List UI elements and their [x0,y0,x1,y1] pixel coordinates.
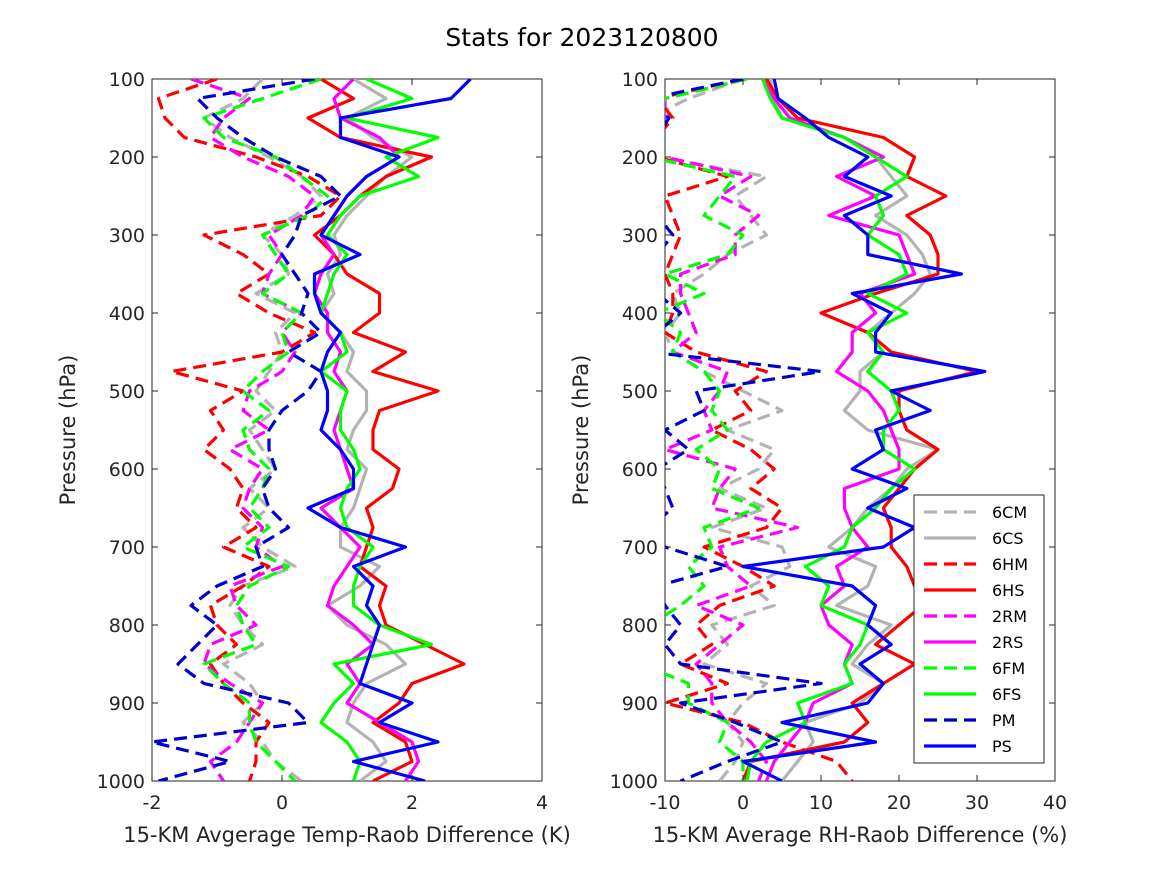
rh-series-PS [741,79,987,781]
rh-ytick-label: 1000 [610,771,658,793]
temp-ytick-label: 100 [109,69,145,91]
temp-series-PM [152,79,343,781]
rh-xtick-label: 40 [1043,792,1067,814]
rh-series-PM [665,79,823,781]
rh-xtick-label: 10 [809,792,833,814]
temp-ytick-label: 300 [109,225,145,247]
rh-series-6FM [665,79,761,781]
temp-yaxis-label: Pressure (hPa) [56,355,80,506]
rh-ytick-label: 900 [622,693,658,715]
rh-ytick-label: 800 [622,615,658,637]
legend-label-6HM: 6HM [992,555,1028,574]
rh-series-6CS [768,79,940,781]
legend-label-6FM: 6FM [992,659,1025,678]
rh-xtick-label: 20 [887,792,911,814]
rh-ytick-label: 500 [622,381,658,403]
temp-series-6CM [202,79,323,781]
legend-label-2RS: 2RS [992,633,1023,652]
temp-xaxis-label: 15-KM Avgerage Temp-Raob Difference (K) [123,823,571,847]
rh-ytick-label: 400 [622,303,658,325]
rh-series-2RM [665,79,800,781]
legend-label-6HS: 6HS [992,581,1024,600]
rh-xtick-label: 0 [737,792,749,814]
temp-series-6FM [202,79,330,781]
temp-ytick-label: 600 [109,459,145,481]
temp-ytick-label: 200 [109,147,145,169]
rh-ytick-label: 100 [622,69,658,91]
figure-title: Stats for 2023120800 [445,23,718,52]
temp-series-6FS [319,79,440,781]
rh-ytick-label: 200 [622,147,658,169]
rh-xtick-label: 30 [965,792,989,814]
legend-label-6CM: 6CM [992,503,1027,522]
rh-ytick-label: 600 [622,459,658,481]
legend: 6CM 6CS 6HM 6HS 2RM 2RS 6FM 6FS PM PS [913,494,1045,764]
temp-xtick-label: 0 [276,792,288,814]
temp-ytick-label: 900 [109,693,145,715]
temp-xtick-label: 4 [536,792,548,814]
legend-label-PS: PS [992,737,1012,756]
rh-series-6FS [745,79,917,781]
temp-ytick-label: 500 [109,381,145,403]
rh-yaxis-label: Pressure (hPa) [569,355,593,506]
rh-xaxis-label: 15-KM Average RH-Raob Difference (%) [653,823,1068,847]
rh-ytick-label: 700 [622,537,658,559]
temperature-subplot: -2 0 2 4 100 200 300 400 500 600 700 800 900 1000 15-K… [56,69,571,847]
legend-box [913,494,1045,764]
legend-label-6CS: 6CS [992,529,1024,548]
temp-ytick-label: 400 [109,303,145,325]
legend-label-6FS: 6FS [992,685,1021,704]
temp-xtick-label: -2 [143,792,162,814]
temp-ytick-label: 800 [109,615,145,637]
temp-ytick-label: 1000 [97,771,145,793]
rh-ytick-label: 300 [622,225,658,247]
temp-series-PS [306,79,472,781]
temp-series-6CS [319,79,414,781]
legend-label-PM: PM [992,711,1015,730]
legend-label-2RM: 2RM [992,607,1027,626]
rh-xtick-label: -10 [649,792,680,814]
temp-series-6HM [156,79,343,781]
temp-xtick-label: 2 [406,792,418,814]
temp-ytick-label: 700 [109,537,145,559]
